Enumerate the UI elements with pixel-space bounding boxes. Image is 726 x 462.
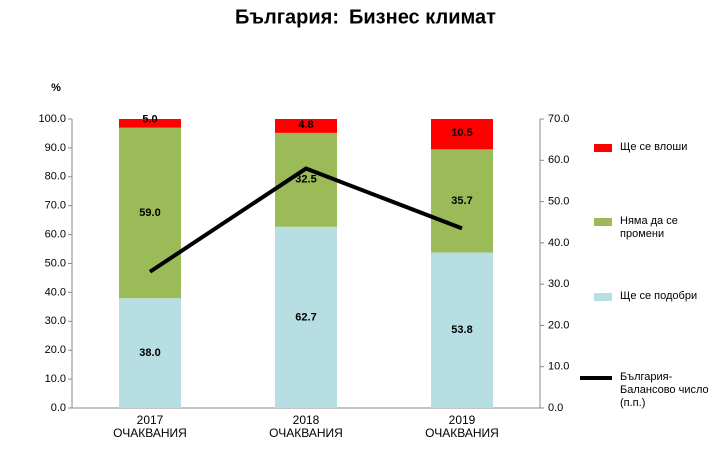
data-label: 35.7	[451, 195, 472, 207]
bars	[119, 119, 493, 408]
y2-tick-label: 10.0	[548, 361, 569, 373]
legend-swatch	[594, 293, 612, 301]
y-axis-label: %	[51, 82, 61, 94]
bar-segment	[275, 119, 337, 133]
x-tick-label: 2017 ОЧАКВАНИЯ	[113, 413, 187, 440]
bar-segment	[119, 298, 181, 408]
bar-segment	[119, 119, 181, 128]
y2-tick-label: 50.0	[548, 195, 569, 207]
legend-label: Ще се влоши	[620, 141, 688, 153]
legend-label: Няма да се промени	[620, 215, 678, 240]
y-tick-label: 40.0	[45, 286, 66, 298]
data-label: 10.5	[451, 127, 472, 139]
bar-segment	[275, 226, 337, 408]
y-tick-label: 70.0	[45, 200, 66, 212]
data-label: 32.5	[295, 174, 316, 186]
bar-segment	[431, 252, 493, 408]
balance-line	[148, 166, 463, 274]
y-tick-label: 0.0	[51, 402, 66, 414]
data-label: 4.8	[298, 119, 313, 131]
y-tick-label: 100.0	[38, 113, 66, 125]
y2-tick-label: 30.0	[548, 278, 569, 290]
y2-tick-label: 60.0	[548, 154, 569, 166]
legend-label: Ще се подобри	[620, 290, 698, 302]
legend-label: България- Балансово число (п.п.)	[620, 371, 709, 409]
bar-segment	[431, 119, 493, 150]
y-tick-label: 80.0	[45, 171, 66, 183]
y2-tick-label: 0.0	[548, 402, 563, 414]
y-tick-label: 30.0	[45, 315, 66, 327]
data-label: 5.0	[142, 113, 157, 125]
y-tick-label: 50.0	[45, 257, 66, 269]
data-label: 38.0	[139, 347, 160, 359]
y-tick-label: 60.0	[45, 229, 66, 241]
chart-title: България:	[235, 6, 339, 28]
y-tick-label: 20.0	[45, 344, 66, 356]
chart-title: Бизнес климат	[349, 6, 496, 28]
data-label: 53.8	[451, 324, 472, 336]
data-label: 59.0	[139, 207, 160, 219]
legend-swatch	[594, 218, 612, 226]
y-tick-label: 90.0	[45, 142, 66, 154]
y2-tick-label: 70.0	[548, 113, 569, 125]
data-label: 62.7	[295, 311, 316, 323]
x-tick-label: 2019 ОЧАКВАНИЯ	[425, 413, 499, 440]
bar-segment	[431, 149, 493, 253]
legend-swatch	[594, 144, 612, 152]
y2-tick-label: 40.0	[548, 237, 569, 249]
y-tick-label: 10.0	[45, 373, 66, 385]
y2-tick-label: 20.0	[548, 319, 569, 331]
x-tick-label: 2018 ОЧАКВАНИЯ	[269, 413, 343, 440]
